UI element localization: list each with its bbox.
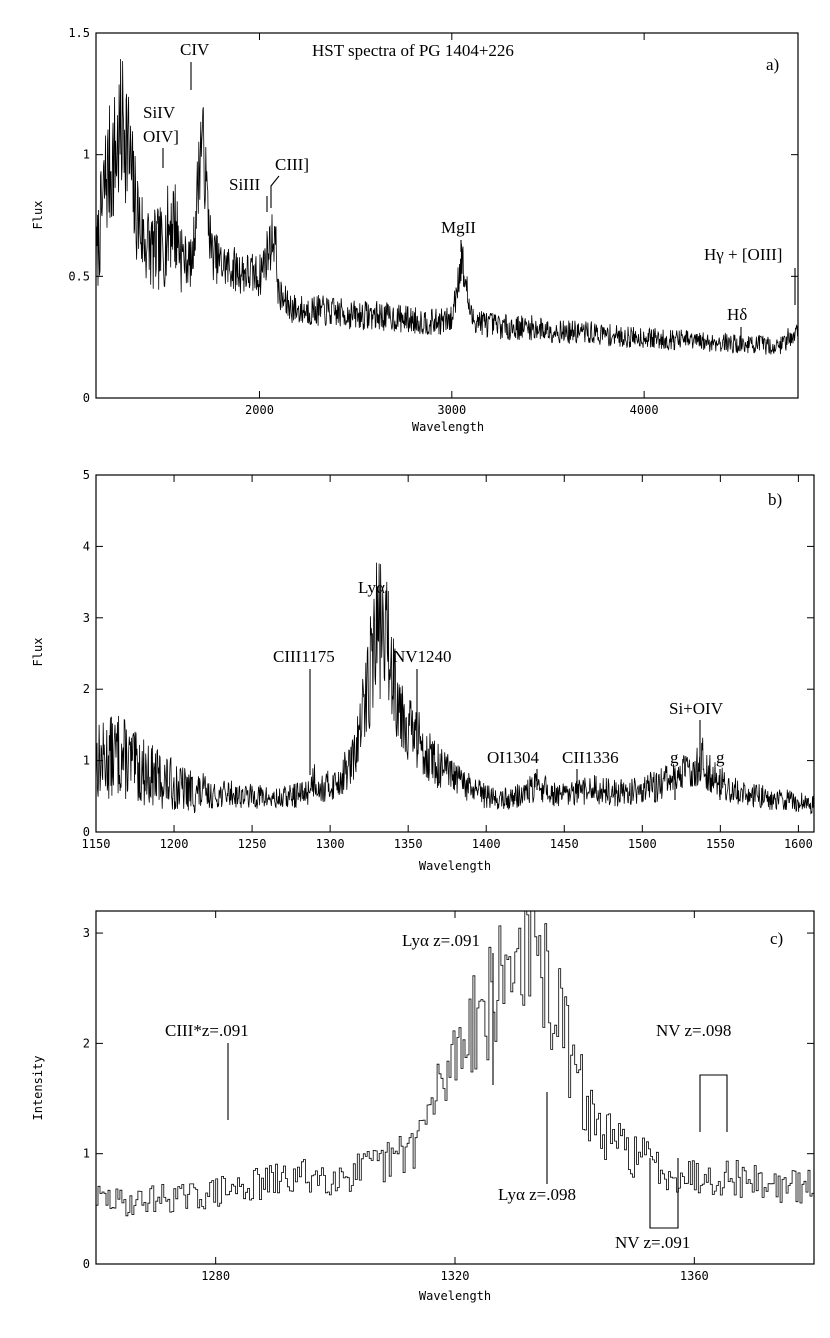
annot-lya-z098: Lyα z=.098 [498, 1185, 576, 1204]
x-tick-label: 1400 [472, 837, 501, 851]
y-tick-label: 0 [83, 391, 90, 405]
x-tick-label: 2000 [245, 403, 274, 417]
y-tick-label: 1 [83, 754, 90, 768]
panel-b-ticks: 1150 1200 1250 1300 1350 1400 1450 1500 1550 1600… [82, 468, 814, 851]
x-tick-label: 3000 [437, 403, 466, 417]
y-tick-label: 0.5 [68, 269, 90, 283]
annot-siiv: SiIV [143, 103, 176, 122]
annot-civ: CIV [180, 40, 210, 59]
x-tick-label: 1550 [706, 837, 735, 851]
panel-a-label: a) [766, 55, 779, 74]
x-tick-label: 1450 [550, 837, 579, 851]
x-tick-label: 1350 [394, 837, 423, 851]
x-tick-label: 1320 [441, 1269, 470, 1283]
panel-c-xlabel: Wavelength [419, 1289, 491, 1303]
y-tick-label: 2 [83, 682, 90, 696]
panel-a-xlabel: Wavelength [412, 420, 484, 434]
panel-a-ylabel: Flux [31, 201, 45, 230]
x-tick-label: 1300 [316, 837, 345, 851]
panel-c-ticks: 1280 1320 1360 0 1 2 3 [83, 911, 814, 1283]
y-tick-label: 2 [83, 1036, 90, 1050]
panel-c-spectrum [96, 910, 815, 1217]
panel-a-spectrum [95, 58, 799, 355]
panel-b-xlabel: Wavelength [419, 859, 491, 873]
annot-ciii1175: CIII1175 [273, 647, 335, 666]
panel-b-label: b) [768, 490, 782, 509]
x-tick-label: 1250 [238, 837, 267, 851]
y-tick-label: 1 [83, 1147, 90, 1161]
panel-a: HST spectra of PG 1404+226 a) Flux Wavel… [31, 26, 799, 434]
x-tick-label: 1360 [680, 1269, 709, 1283]
y-tick-label: 3 [83, 926, 90, 940]
panel-c-frame [95, 910, 815, 1265]
annot-oiv: OIV] [143, 127, 179, 146]
annot-nv-z091: NV z=.091 [615, 1233, 690, 1252]
panel-a-frame [95, 32, 799, 399]
y-tick-label: 3 [83, 611, 90, 625]
x-tick-label: 1150 [82, 837, 111, 851]
x-tick-label: 1280 [201, 1269, 230, 1283]
panel-c: c) Intensity Wavelength 1280 1320 1360 0 1 2 3… [31, 910, 815, 1303]
y-tick-label: 0 [83, 825, 90, 839]
annot-ciii: CIII] [275, 155, 309, 174]
annot-g2: g [716, 748, 725, 767]
y-tick-label: 5 [83, 468, 90, 482]
panel-b-frame [95, 474, 815, 833]
annot-ciii-star-z091: CIII*z=.091 [165, 1021, 249, 1040]
panel-b-spectrum [95, 562, 815, 815]
annot-si-oiv: Si+OIV [669, 699, 724, 718]
annot-hgamma-oiii: Hγ + [OIII] [704, 245, 782, 264]
annot-lya: Lyα [358, 578, 385, 597]
annot-nv-z091-bracket [649, 1158, 679, 1229]
annot-oi1304: OI1304 [487, 748, 539, 767]
panel-c-label: c) [770, 929, 783, 948]
annot-hdelta: Hδ [727, 305, 747, 324]
annot-cii1336: CII1336 [562, 748, 619, 767]
annot-nv-z098: NV z=.098 [656, 1021, 731, 1040]
annot-nv1240: NV1240 [393, 647, 452, 666]
y-tick-label: 4 [83, 539, 90, 553]
x-tick-label: 1200 [160, 837, 189, 851]
x-tick-label: 1600 [784, 837, 813, 851]
y-tick-label: 0 [83, 1257, 90, 1271]
y-tick-label: 1 [83, 148, 90, 162]
annot-g1: g [670, 748, 679, 767]
annot-lya-z091: Lyα z=.091 [402, 931, 480, 950]
panel-a-title: HST spectra of PG 1404+226 [312, 41, 514, 60]
annot-nv-z098-bracket [699, 1074, 728, 1132]
y-tick-label: 1.5 [68, 26, 90, 40]
annot-ciii-marker [270, 175, 280, 208]
x-tick-label: 4000 [630, 403, 659, 417]
annot-siiii: SiIII [229, 175, 261, 194]
annot-mgii: MgII [441, 218, 476, 237]
panel-a-ticks: 2000 3000 4000 0 0.5 1 1.5 [68, 26, 798, 417]
panel-b-ylabel: Flux [31, 638, 45, 667]
panel-b: b) Flux Wavelength 1150 1200 1250 1300 1350 1… [31, 468, 815, 873]
x-tick-label: 1500 [628, 837, 657, 851]
panel-c-ylabel: Intensity [31, 1055, 45, 1120]
